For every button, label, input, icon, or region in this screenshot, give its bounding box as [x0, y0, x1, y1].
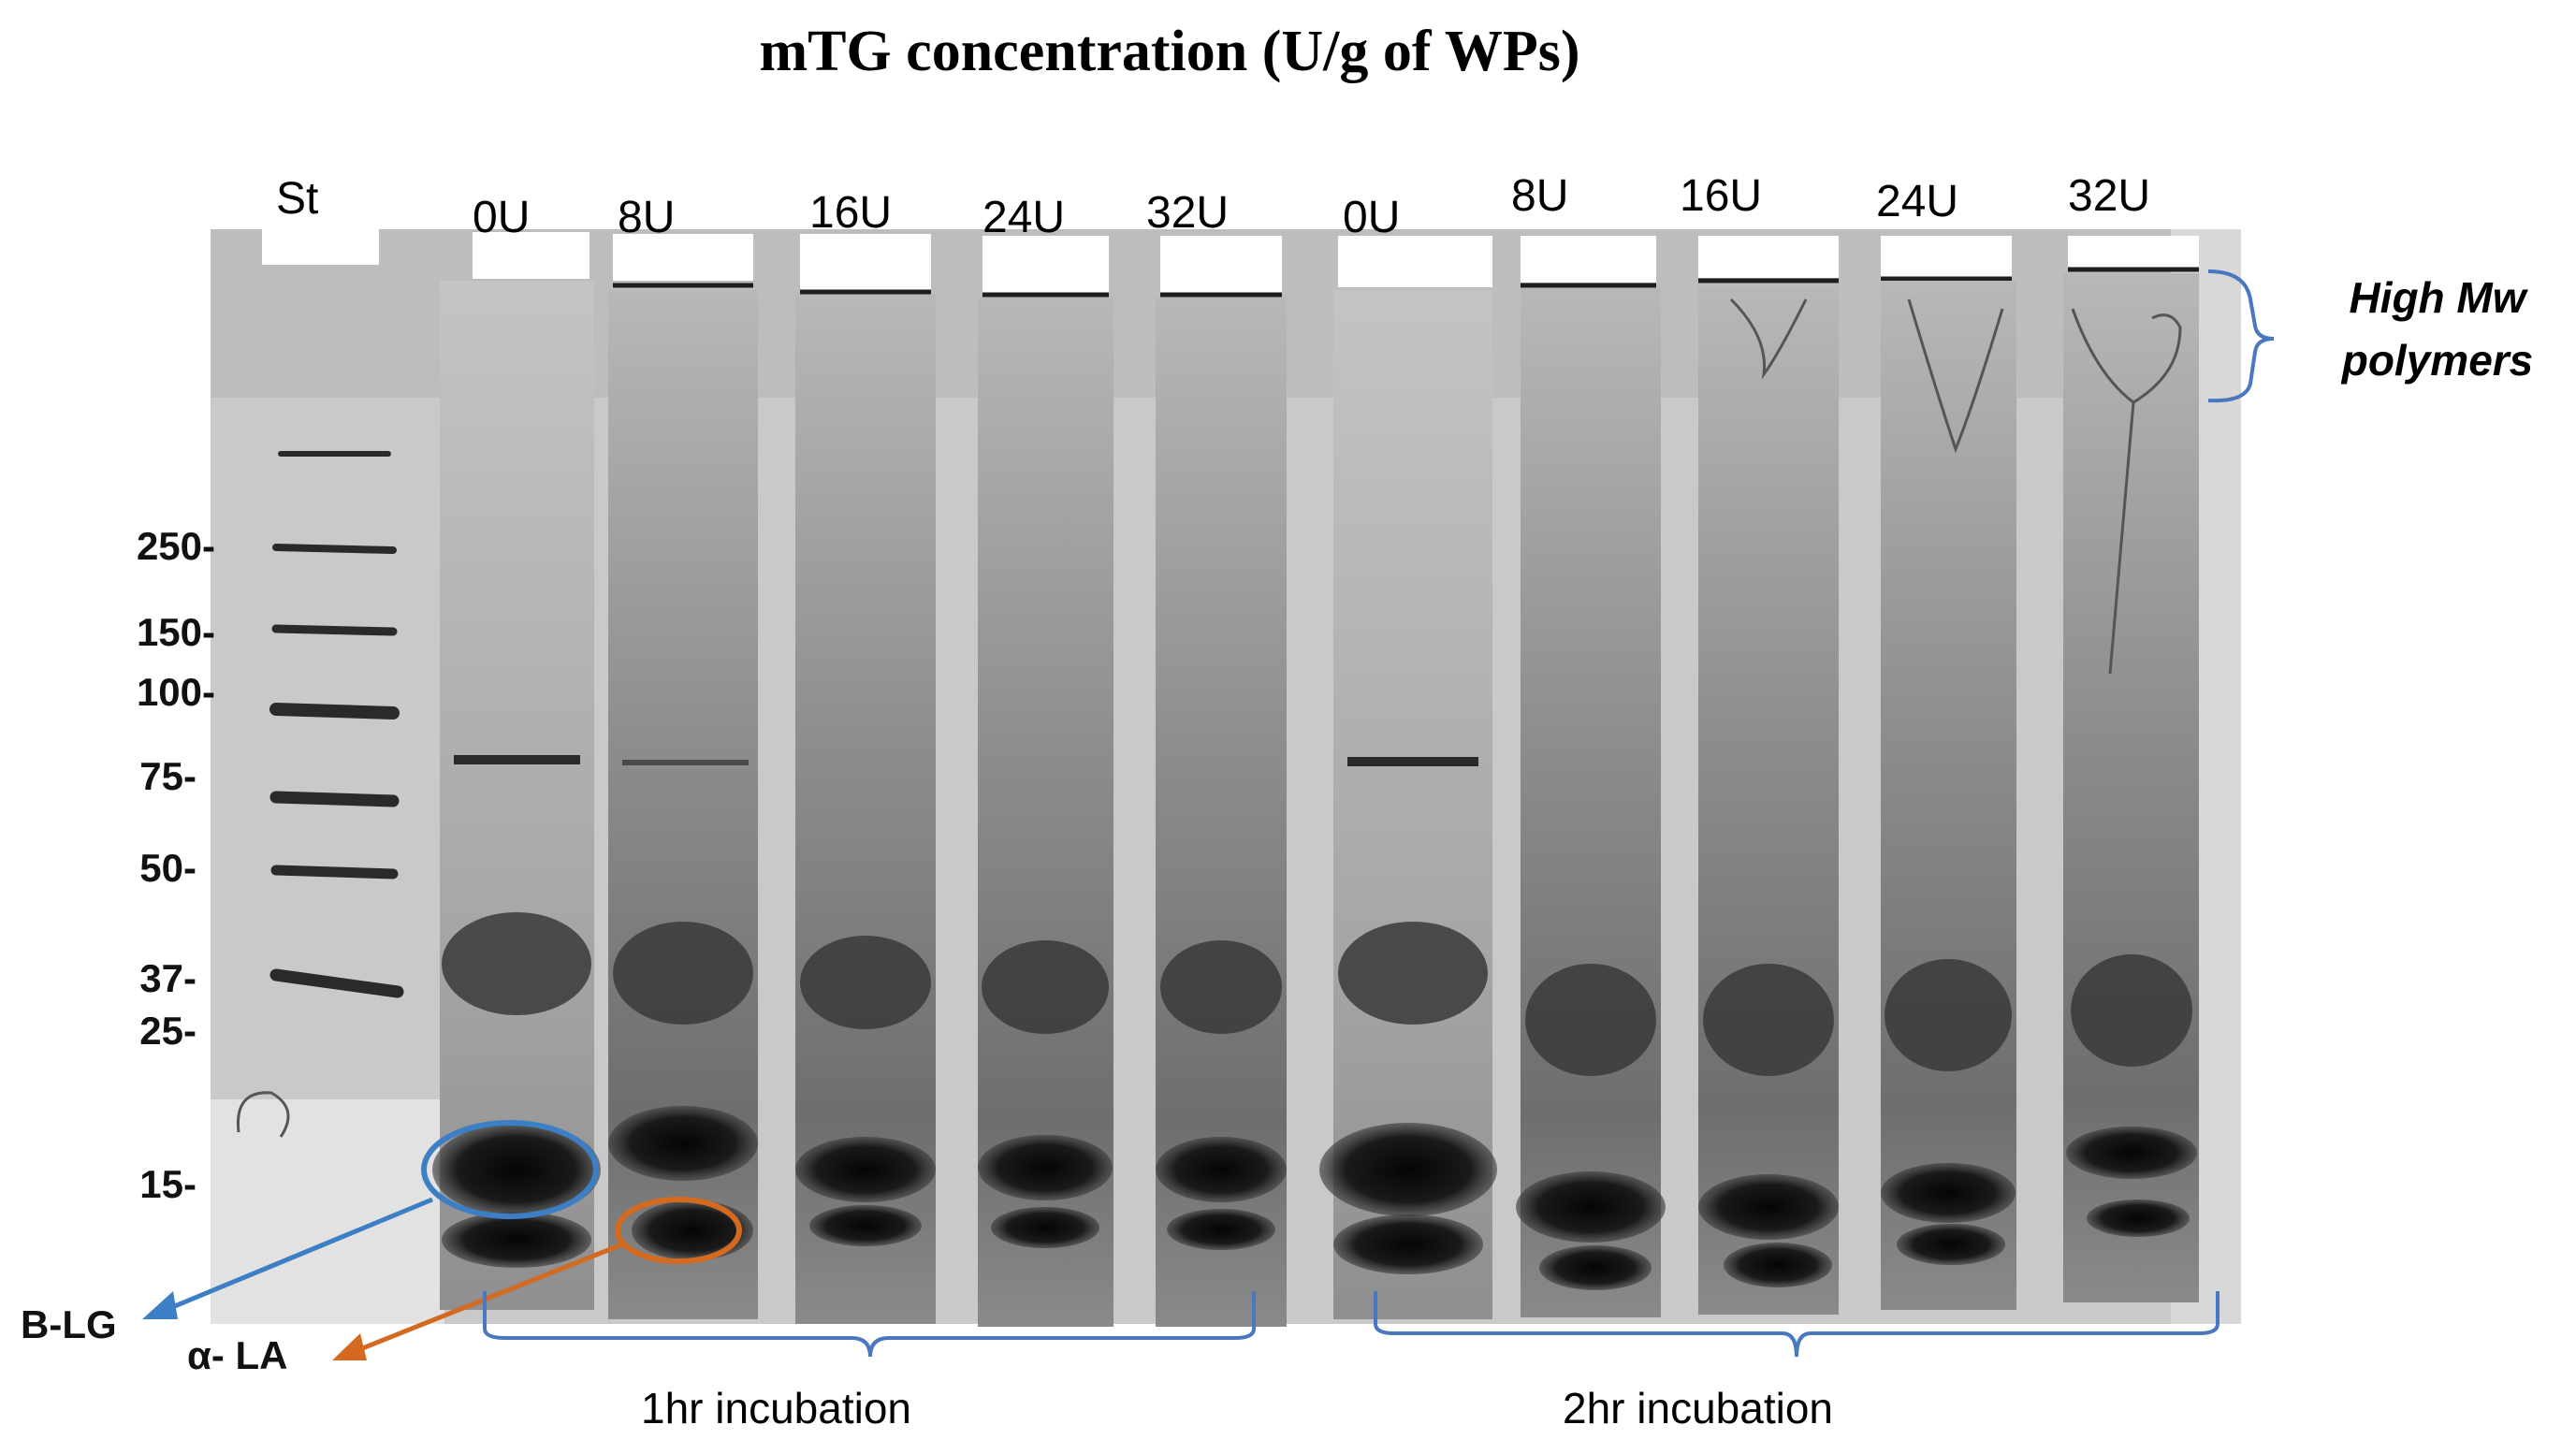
lane-bands-75 [454, 755, 1478, 766]
incubation-1-label: 1hr incubation [641, 1384, 911, 1432]
high-mw-bracket [2207, 269, 2275, 403]
incubation-2-bracket [1374, 1291, 2219, 1358]
blg-label: B-LG [21, 1302, 117, 1346]
ala-bands [442, 1200, 2190, 1290]
incubation-1-bracket [483, 1291, 1256, 1358]
figure-title: mTG concentration (U/g of WPs) [759, 20, 1580, 83]
high-mw-label: High Mw polymers [2297, 267, 2576, 391]
gel-artifact [236, 1091, 290, 1138]
well-lines [613, 267, 2199, 298]
marker-250: 250- [136, 524, 215, 568]
blg-arrowhead [142, 1291, 178, 1319]
ala-circle [615, 1197, 742, 1264]
lane-label-1h-0u: 0U [473, 193, 531, 242]
lane-label-1h-24u: 24U [982, 193, 1066, 242]
lane-label-st: St [276, 174, 319, 224]
marker-15: 15- [139, 1162, 196, 1206]
marker-150: 150- [136, 610, 215, 654]
blg-circle [421, 1120, 599, 1219]
ladder-bands [269, 451, 404, 998]
ala-label: α- LA [187, 1333, 288, 1377]
lane-bands-mid [442, 912, 2192, 1076]
lane-smears [440, 273, 2199, 1327]
wells [262, 229, 2199, 294]
lane-label-1h-8u: 8U [618, 193, 676, 242]
marker-100: 100- [136, 670, 215, 714]
marker-37: 37- [139, 956, 196, 1000]
incubation-2-label: 2hr incubation [1563, 1384, 1833, 1432]
marker-75: 75- [139, 754, 196, 798]
lane-label-2h-24u: 24U [1876, 177, 1959, 226]
high-mw-blobs [1729, 298, 2182, 675]
high-mw-label-line2: polymers [2341, 335, 2534, 385]
lane-label-2h-16u: 16U [1680, 171, 1763, 221]
lane-label-1h-16u: 16U [809, 188, 893, 238]
marker-25: 25- [139, 1009, 196, 1053]
high-mw-label-line1: High Mw [2349, 273, 2526, 322]
ala-arrowhead [332, 1333, 367, 1360]
lane-label-2h-8u: 8U [1511, 171, 1569, 221]
lane-label-2h-32u: 32U [2068, 171, 2151, 221]
lane-label-2h-0u: 0U [1343, 193, 1401, 242]
blg-bands [432, 1106, 2197, 1243]
marker-50: 50- [139, 846, 196, 890]
lane-label-1h-32u: 32U [1146, 188, 1230, 238]
